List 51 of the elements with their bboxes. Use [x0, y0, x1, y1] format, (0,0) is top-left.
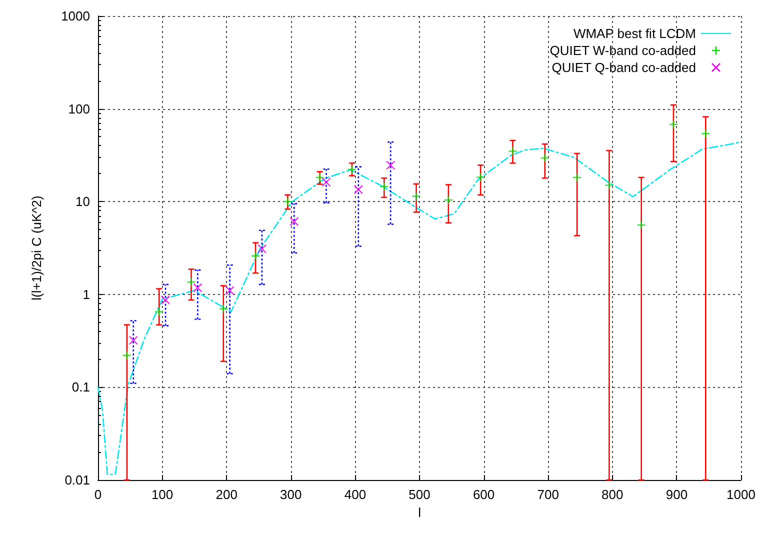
x-tick-label: 400	[344, 487, 366, 502]
y-tick-label: 100	[68, 101, 90, 116]
legend-label: WMAP best fit LCDM	[573, 26, 696, 41]
line-series	[97, 141, 742, 476]
x-tick-label: 0	[94, 487, 102, 502]
point	[193, 283, 202, 292]
x-tick-label: 500	[408, 487, 430, 502]
x-axis-title: l	[418, 505, 422, 520]
point	[225, 286, 234, 296]
x-tick-label: 900	[666, 487, 688, 502]
point	[604, 180, 614, 190]
y-axis-title: l(l+1)/2pi C (uK^2)	[29, 196, 44, 300]
x-tick-label: 200	[216, 487, 238, 502]
x-tick-label: 1000	[726, 487, 756, 502]
point	[250, 251, 260, 261]
point	[283, 196, 292, 206]
x-tick-label: 600	[472, 487, 495, 502]
x-tick-label: 700	[537, 487, 559, 502]
x-tick-label: 800	[602, 487, 624, 502]
point	[668, 120, 678, 129]
point	[540, 153, 550, 163]
point	[379, 182, 389, 192]
point	[354, 184, 364, 194]
y-tick-label: 1000	[61, 8, 90, 24]
point	[128, 336, 138, 345]
legend-label: QUIET W-band co-added	[550, 43, 696, 58]
legend-label: QUIET Q-band co-added	[552, 60, 696, 75]
y-tick-label: 10	[76, 194, 90, 210]
point	[122, 350, 132, 360]
point	[154, 307, 164, 316]
point	[257, 244, 267, 254]
point	[386, 160, 396, 170]
point	[315, 172, 324, 182]
point	[636, 220, 646, 230]
point	[508, 146, 518, 156]
point	[347, 164, 357, 174]
x-tick-label: 300	[280, 487, 302, 502]
point	[572, 172, 582, 182]
y-tick-label: 1	[82, 286, 90, 302]
point	[412, 192, 421, 201]
point	[700, 128, 710, 138]
point	[444, 195, 454, 205]
point	[160, 295, 170, 305]
y-tick-label: 0.01	[64, 472, 90, 488]
point	[476, 172, 486, 182]
point	[186, 277, 196, 287]
point	[218, 304, 228, 314]
point	[322, 178, 331, 187]
x-tick-label: 100	[151, 487, 174, 502]
point	[289, 216, 299, 226]
y-tick-label: 0.1	[72, 380, 90, 395]
